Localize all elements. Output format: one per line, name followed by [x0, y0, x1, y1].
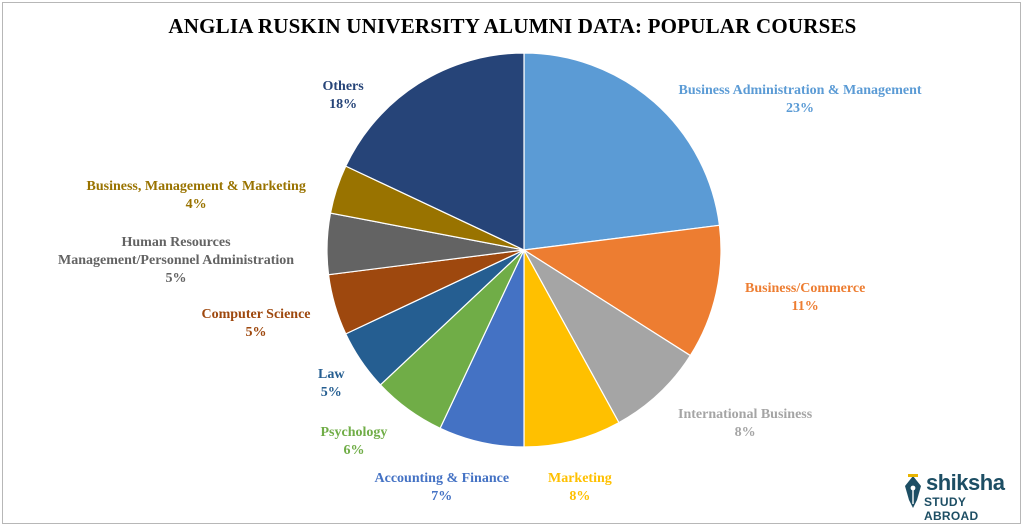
slice-label-text: Management/Personnel Administration [58, 253, 295, 268]
watermark-tagline: STUDY ABROAD [924, 495, 979, 523]
slice-label: Psychology 6% [321, 424, 388, 460]
slice-percentage: 23% [786, 101, 815, 116]
slice-label-text: Others [322, 79, 364, 94]
slice-label-text: Business/Commerce [745, 281, 866, 296]
slice-label: Computer Science 5% [202, 306, 311, 342]
slice-percentage: 4% [185, 197, 207, 212]
slice-label-text: Law [318, 367, 345, 382]
slice-label: International Business 8% [678, 406, 812, 442]
slice-label: Business/Commerce 11% [745, 280, 865, 316]
slice-percentage: 7% [431, 489, 453, 504]
pie-slice [344, 52, 525, 251]
slice-label: Business Administration & Management 23% [679, 82, 922, 118]
slice-label-text: Computer Science [201, 307, 311, 322]
slice-percentage: 8% [734, 425, 756, 440]
slice-label-text: Accounting & Finance [374, 471, 510, 486]
watermark-brand: shiksha [926, 470, 1005, 495]
slice-percentage: 11% [791, 299, 819, 314]
slice-percentage: 5% [165, 271, 187, 286]
pie-slice [523, 52, 721, 251]
slice-label-text: Human Resources [121, 235, 231, 250]
slice-label: Law 5% [318, 366, 344, 402]
slice-percentage: 18% [329, 97, 358, 112]
slice-label-text: Psychology [320, 425, 388, 440]
pie-slice [522, 224, 722, 357]
slice-percentage: 6% [343, 443, 365, 458]
slice-label-text: Marketing [548, 471, 612, 486]
shiksha-logo: shiksha STUDY ABROAD [900, 470, 1015, 523]
slice-label-text: Business Administration & Management [678, 83, 922, 98]
slice-label: Business, Management & Marketing 4% [87, 178, 306, 214]
slice-label: Human Resources Management/Personnel Admi… [58, 234, 294, 288]
pie-slice [523, 249, 620, 448]
slice-label: Accounting & Finance 7% [375, 470, 510, 506]
slice-percentage: 5% [245, 325, 267, 340]
slice-percentage: 5% [320, 385, 342, 400]
slice-label-text: International Business [678, 407, 813, 422]
pie-slice [523, 249, 692, 424]
pen-nib-icon [905, 474, 921, 508]
slice-label: Marketing 8% [548, 470, 612, 506]
slice-label: Others 18% [323, 78, 364, 114]
slice-percentage: 8% [569, 489, 591, 504]
chart-title: ANGLIA RUSKIN UNIVERSITY ALUMNI DATA: PO… [168, 14, 857, 38]
slice-label-text: Business, Management & Marketing [86, 179, 306, 194]
